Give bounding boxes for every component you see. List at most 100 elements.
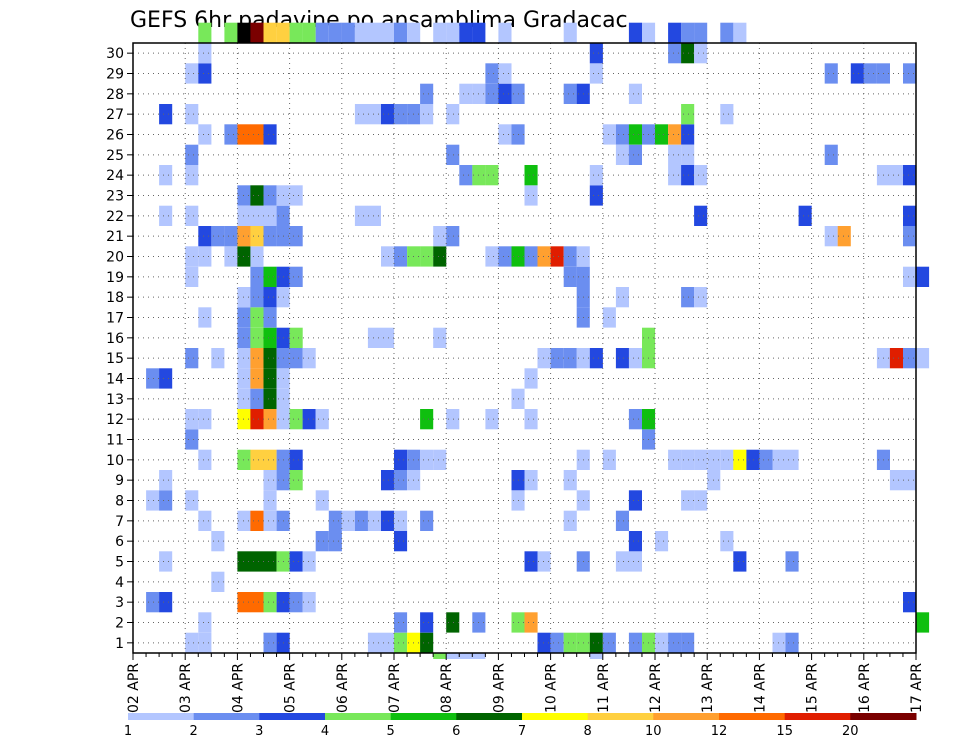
heatmap-cell: [263, 510, 277, 531]
heatmap-cell: [367, 327, 381, 348]
x-tick-label: 08 APR: [439, 663, 455, 713]
heatmap-cell: [433, 22, 447, 43]
heatmap-cell: [159, 165, 173, 186]
y-tick-label: 20: [106, 250, 124, 266]
heatmap-cell: [381, 246, 395, 267]
heatmap-cell: [263, 470, 277, 491]
heatmap-cell: [628, 83, 642, 104]
heatmap-cell: [694, 287, 708, 308]
heatmap-cell: [159, 368, 173, 389]
legend-swatch: [850, 713, 917, 720]
heatmap-cell: [655, 632, 669, 653]
x-tick-label: 11 APR: [596, 663, 612, 713]
heatmap-cell: [655, 531, 669, 552]
heatmap-cell: [250, 185, 264, 206]
heatmap-cell: [589, 43, 603, 64]
heatmap-cell: [628, 531, 642, 552]
heatmap-cell: [720, 104, 734, 125]
heatmap-cell: [550, 246, 564, 267]
heatmap-cell: [185, 246, 199, 267]
heatmap-cell: [433, 449, 447, 470]
heatmap-cell: [759, 449, 773, 470]
heatmap-cell: [263, 266, 277, 287]
heatmap-cell: [185, 165, 199, 186]
heatmap-cell: [237, 22, 251, 43]
heatmap-cell: [381, 22, 395, 43]
heatmap-cell: [315, 490, 329, 511]
heatmap-cell: [668, 124, 682, 145]
heatmap-cell: [185, 266, 199, 287]
heatmap-cell: [850, 63, 864, 84]
heatmap-cell: [250, 307, 264, 328]
heatmap-cell: [720, 22, 734, 43]
heatmap-cell: [420, 409, 434, 430]
heatmap-cell: [250, 246, 264, 267]
heatmap-cell: [889, 470, 903, 491]
heatmap-cell: [263, 287, 277, 308]
heatmap-cell: [185, 632, 199, 653]
heatmap-cell: [420, 83, 434, 104]
heatmap-cell: [550, 632, 564, 653]
heatmap-cell: [250, 388, 264, 409]
heatmap-cell: [628, 348, 642, 369]
heatmap-cell: [668, 144, 682, 165]
y-tick-label: 24: [106, 168, 124, 184]
heatmap-cell: [694, 43, 708, 64]
heatmap-cell: [485, 409, 499, 430]
heatmap-cell: [263, 632, 277, 653]
heatmap-cell: [198, 307, 212, 328]
heatmap-cell: [681, 104, 695, 125]
grid-lines: [133, 43, 917, 653]
y-tick-label: 7: [115, 514, 124, 530]
y-tick-label: 30: [106, 46, 124, 62]
legend-swatch: [784, 713, 851, 720]
heatmap-cell: [524, 368, 538, 389]
y-tick-label: 10: [106, 453, 124, 469]
x-tick-label: 03 APR: [178, 663, 194, 713]
heatmap-cell: [485, 63, 499, 84]
heatmap-cell: [524, 551, 538, 572]
heatmap-cell: [420, 246, 434, 267]
heatmap-cell: [394, 531, 408, 552]
heatmap-cell: [602, 307, 616, 328]
heatmap-cell: [589, 653, 603, 659]
heatmap-cell: [185, 104, 199, 125]
heatmap-cell: [772, 449, 786, 470]
heatmap-cell: [354, 510, 368, 531]
heatmap-cell: [315, 531, 329, 552]
heatmap-cell: [694, 165, 708, 186]
heatmap-cell: [524, 185, 538, 206]
heatmap-cell: [420, 612, 434, 633]
heatmap-cell: [681, 449, 695, 470]
heatmap-cell: [537, 246, 551, 267]
heatmap-cell: [537, 348, 551, 369]
heatmap-cell: [550, 348, 564, 369]
y-tick-label: 26: [106, 128, 124, 144]
heatmap-cell: [733, 22, 747, 43]
heatmap-cell: [315, 22, 329, 43]
heatmap-cell: [628, 409, 642, 430]
y-tick-label: 4: [115, 575, 124, 591]
heatmap-cell: [498, 63, 512, 84]
heatmap-cell: [394, 510, 408, 531]
heatmap-cell: [289, 449, 303, 470]
heatmap-cell: [668, 43, 682, 64]
heatmap-cell: [589, 185, 603, 206]
heatmap-cell: [289, 185, 303, 206]
heatmap-cell: [263, 449, 277, 470]
heatmap-cell: [524, 470, 538, 491]
heatmap-cell: [642, 22, 656, 43]
heatmap-cell: [563, 632, 577, 653]
heatmap-cell: [681, 43, 695, 64]
heatmap-cell: [694, 205, 708, 226]
heatmap-cell: [615, 510, 629, 531]
heatmap-cell: [276, 22, 290, 43]
legend-swatch: [456, 713, 523, 720]
y-tick-label: 11: [106, 433, 124, 449]
y-tick-label: 22: [106, 209, 124, 225]
heatmap-cell: [198, 449, 212, 470]
y-tick-label: 9: [115, 473, 124, 489]
heatmap-cell: [537, 551, 551, 572]
legend-swatch: [587, 713, 654, 720]
heatmap-cell: [159, 551, 173, 572]
